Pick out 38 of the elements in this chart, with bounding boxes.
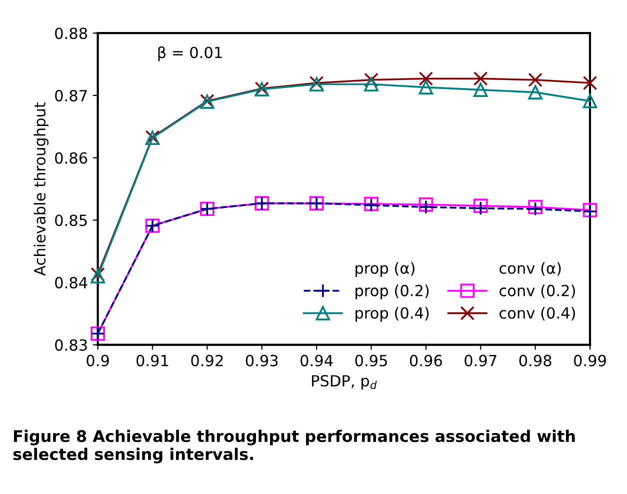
point — [473, 71, 488, 86]
x-tick-label: 0.96 — [410, 354, 442, 366]
x-tick-label: 0.93 — [246, 354, 278, 366]
point — [473, 82, 488, 97]
x-tick-label: 0.94 — [300, 354, 333, 366]
point — [582, 76, 598, 90]
x-tick-label: 0.95 — [355, 354, 387, 366]
caption: Figure 8 Achievable throughput performances associated with selected sensing intervals. — [13, 430, 575, 464]
point — [364, 72, 378, 88]
x-tick-label: 0.98 — [519, 354, 552, 366]
legend-label: conv (0.4) — [500, 306, 575, 321]
x-tick-label: 0.92 — [191, 354, 223, 366]
point — [528, 85, 542, 100]
point — [528, 72, 542, 88]
legend-label: conv (0.2) — [500, 284, 575, 298]
point — [582, 94, 598, 108]
x-tick-label: 0.9 — [86, 354, 109, 366]
x-tick-label: 0.97 — [464, 354, 496, 366]
annotation: prop (α) — [356, 262, 414, 277]
y-tick-label: 0.86 — [55, 152, 88, 164]
point — [473, 201, 488, 216]
x-axis-title: PSDP, p$_{d}$ — [312, 374, 377, 390]
point — [418, 80, 434, 94]
legend-label: prop (0.4) — [356, 306, 429, 322]
y-tick-label: 0.84 — [55, 276, 88, 288]
y-tick-label: 0.85 — [55, 214, 87, 226]
point — [364, 77, 378, 92]
annotation: conv (α) — [500, 262, 561, 276]
legend-label: prop (0.2) — [356, 284, 429, 300]
y-tick-label: 0.87 — [55, 90, 87, 102]
annotation: β = 0.01 — [158, 46, 222, 62]
x-tick-label: 0.99 — [574, 354, 606, 366]
x-tick-label: 0.91 — [136, 354, 168, 366]
point — [473, 198, 488, 213]
y-tick-label: 0.88 — [55, 28, 88, 40]
y-tick-label: 0.83 — [55, 339, 87, 351]
point — [418, 71, 434, 86]
y-axis-title: Achievable throughput — [34, 102, 49, 276]
